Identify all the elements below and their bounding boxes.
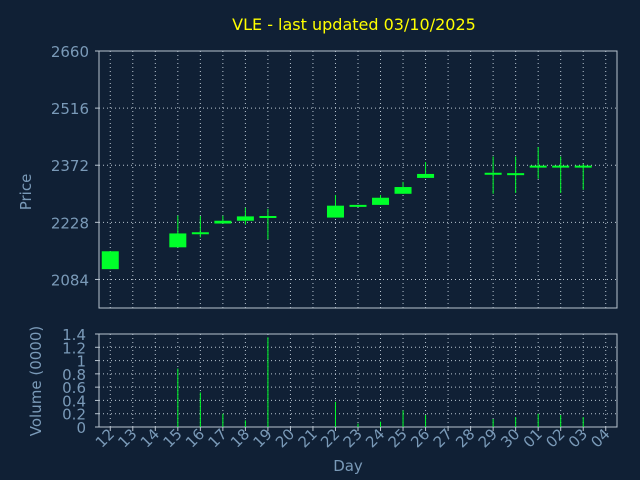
x-tick-labels: 1213141516171819202122232425262728293001… — [92, 425, 614, 451]
volume-panel: 00.20.40.60.811.21.4 — [62, 326, 618, 437]
candle-body — [326, 205, 344, 218]
candle-body — [236, 216, 254, 221]
volume-tick-label: 1.4 — [62, 326, 86, 344]
volume-tick-label: 0.4 — [62, 392, 86, 410]
price-axis-label: Price — [17, 174, 35, 211]
candle-body — [394, 187, 412, 194]
x-axis-label: Day — [333, 457, 363, 475]
candle-body — [417, 173, 435, 178]
candle-body — [552, 165, 570, 168]
candle-body — [529, 165, 547, 168]
volume-plot-frame — [98, 333, 618, 428]
chart-title: VLE - last updated 03/10/2025 — [232, 15, 476, 34]
candle-body — [507, 173, 525, 176]
price-tick-label: 2228 — [51, 214, 89, 232]
candle-body — [101, 251, 119, 270]
price-tick-label: 2516 — [51, 100, 89, 118]
volume-tick-label: 1.2 — [62, 339, 86, 357]
volume-tick-label: 0.8 — [62, 366, 86, 384]
volume-tick-label: 0.2 — [62, 406, 86, 424]
price-tick-label: 2372 — [51, 157, 89, 175]
candle-body — [484, 172, 502, 175]
volume-tick-label: 1 — [76, 353, 86, 371]
candle-body — [169, 233, 187, 248]
volume-tick-label: 0.6 — [62, 379, 86, 397]
price-tick-label: 2660 — [51, 43, 89, 61]
price-tick-label: 2084 — [51, 271, 89, 289]
candle-body — [349, 204, 367, 207]
candle-body — [259, 215, 277, 218]
candle-body — [372, 197, 390, 205]
candle-body — [214, 220, 232, 224]
candle-body — [191, 232, 209, 235]
candle-body — [574, 165, 592, 168]
x-tick-label: 04 — [587, 425, 613, 451]
volume-tick-label: 0 — [76, 419, 86, 437]
volume-axis-label: Volume (0000) — [27, 326, 45, 436]
price-panel: 2084 2228 2372 2516 2660 — [51, 43, 618, 309]
